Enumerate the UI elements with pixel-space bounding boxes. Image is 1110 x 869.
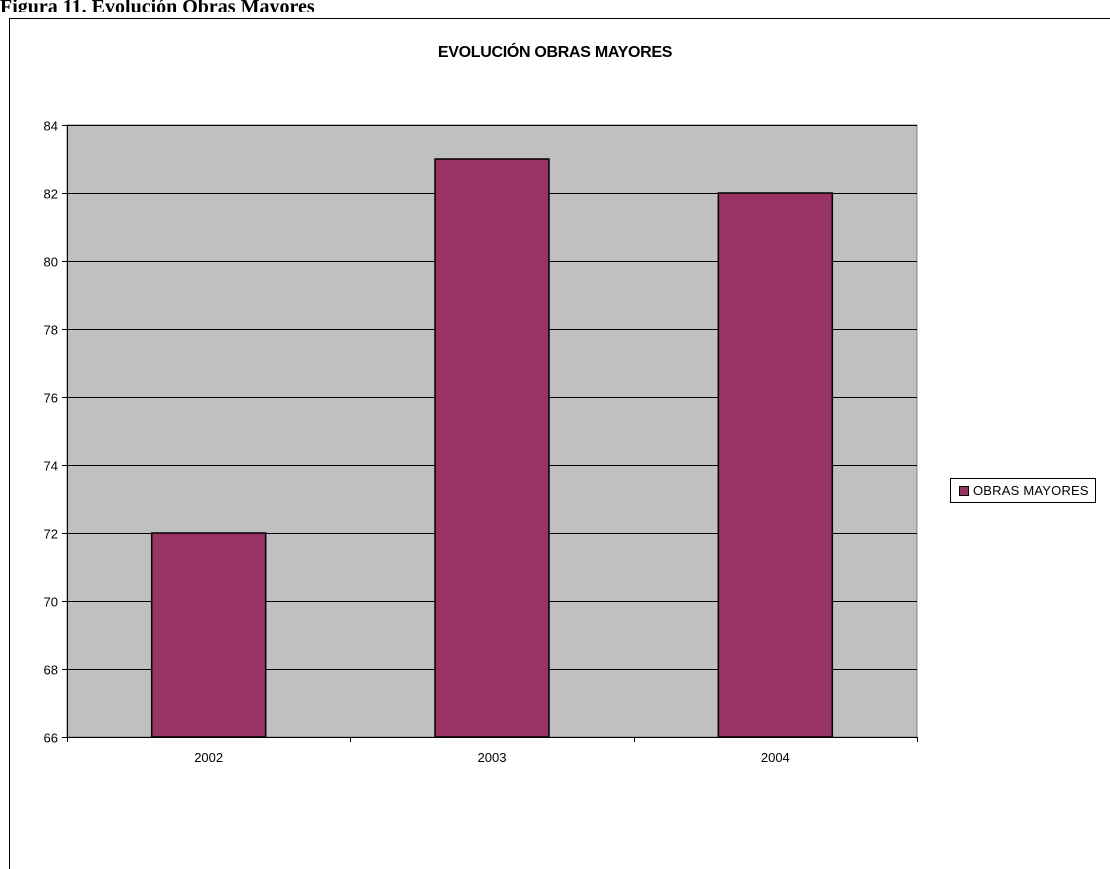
legend-label: OBRAS MAYORES bbox=[973, 483, 1089, 498]
y-tick-label: 74 bbox=[44, 459, 58, 474]
bar-2002 bbox=[150, 532, 267, 738]
document-heading: Figura 11. Evolución Obras Mayores bbox=[0, 0, 315, 12]
y-tick-label: 76 bbox=[44, 391, 58, 406]
y-tick-label: 72 bbox=[44, 527, 58, 542]
y-tick-label: 84 bbox=[44, 119, 58, 134]
axes: 66 68 70 72 74 76 78 80 82 84 2002 2003 2004 bbox=[44, 119, 918, 765]
legend: OBRAS MAYORES bbox=[950, 478, 1096, 503]
y-tick-label: 78 bbox=[44, 323, 58, 338]
y-tick-label: 82 bbox=[44, 187, 58, 202]
bar-2003 bbox=[434, 158, 550, 738]
y-tick-label: 70 bbox=[44, 595, 58, 610]
x-tick-label: 2002 bbox=[194, 750, 223, 765]
chart-frame: EVOLUCIÓN OBRAS MAYORES 66 68 70 72 74 76 78 80… bbox=[9, 18, 1110, 869]
y-tick-label: 66 bbox=[44, 731, 58, 746]
chart-title: EVOLUCIÓN OBRAS MAYORES bbox=[438, 42, 673, 61]
bars bbox=[150, 158, 834, 738]
bar-2004 bbox=[717, 192, 834, 738]
bar-chart: EVOLUCIÓN OBRAS MAYORES 66 68 70 72 74 76 78 80… bbox=[44, 42, 918, 765]
legend-swatch bbox=[959, 485, 969, 496]
x-tick-label: 2003 bbox=[478, 750, 507, 765]
x-tick-label: 2004 bbox=[761, 750, 790, 765]
y-tick-label: 80 bbox=[44, 255, 58, 270]
y-tick-label: 68 bbox=[44, 663, 58, 678]
